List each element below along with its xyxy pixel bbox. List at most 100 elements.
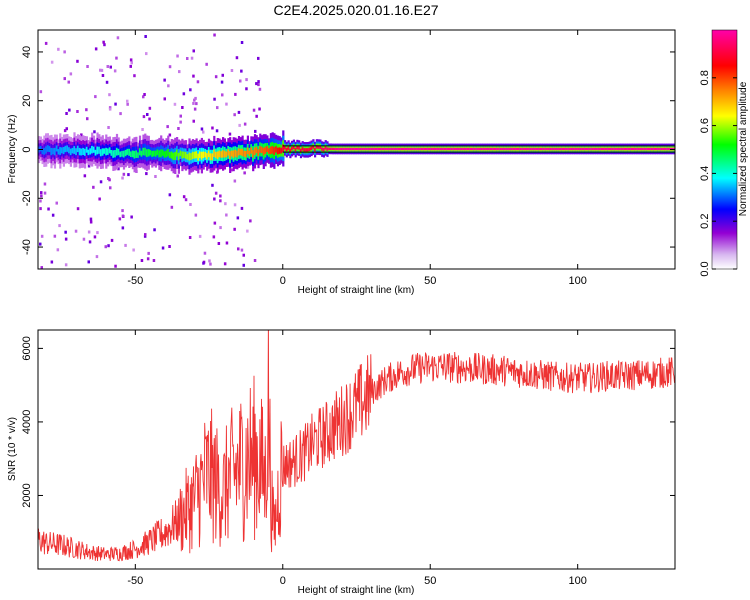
- spectrogram-cell: [202, 151, 205, 158]
- figure-title: C2E4.2025.020.01.16.E27: [273, 2, 438, 18]
- spectrogram-speckle: [122, 172, 126, 176]
- spectrogram-cell: [345, 147, 349, 151]
- colorbar-tick-label: 0.8: [699, 70, 711, 85]
- spectrogram-speckle: [142, 95, 145, 99]
- spectrogram-cell: [579, 147, 582, 151]
- spectrogram-speckle: [255, 114, 258, 118]
- spectrogram-cell: [563, 147, 566, 151]
- spectrogram-cell: [133, 150, 136, 159]
- spectrogram-cell: [144, 147, 147, 156]
- spectrogram-cell: [252, 150, 255, 158]
- spectrogram-cell: [282, 144, 285, 153]
- spectrogram-cell: [206, 153, 209, 160]
- spectrogram-cell: [149, 149, 152, 156]
- spectrogram-cell: [430, 147, 433, 151]
- spectrogram-cell: [356, 147, 359, 151]
- spectrogram-cell: [598, 147, 602, 151]
- spectrogram-cell: [190, 153, 193, 161]
- spectrogram-cell: [151, 150, 154, 157]
- spectrogram-cell: [278, 147, 281, 154]
- spectrogram-speckle: [143, 93, 146, 96]
- spectrogram-cell: [174, 151, 177, 160]
- spectrogram-cell: [591, 147, 594, 151]
- spectrogram-cell: [195, 151, 198, 159]
- spectrogram-cell: [441, 147, 444, 151]
- spectrogram-cell: [207, 150, 211, 158]
- spectrogram-cell: [420, 147, 423, 151]
- spectrogram-cell: [413, 147, 416, 151]
- spectrogram-speckle: [129, 58, 133, 62]
- spectrogram-cell: [491, 147, 494, 151]
- spectrogram-cell: [630, 147, 633, 151]
- spectrogram-cell: [349, 147, 352, 151]
- spectrogram-cell: [312, 145, 315, 149]
- y-tick-label: 6000: [21, 336, 33, 360]
- spectrogram-speckle: [113, 69, 117, 73]
- spectrogram-cell: [574, 147, 577, 151]
- spectrogram-speckle: [163, 97, 166, 101]
- spectrogram-cell: [142, 147, 145, 156]
- spectrogram-cell: [537, 147, 540, 151]
- spectrogram-cell: [460, 147, 464, 151]
- spectrogram-cell: [370, 147, 373, 151]
- spectrogram-speckle: [148, 106, 152, 110]
- spectrogram-speckle: [108, 93, 111, 97]
- spectrogram-speckle: [110, 238, 114, 242]
- spectrogram-cell: [213, 149, 216, 157]
- spectrogram-speckle: [64, 263, 68, 267]
- spectrogram-cell: [296, 145, 299, 150]
- spectrogram-speckle: [65, 127, 68, 131]
- spectrogram-cell: [604, 147, 607, 151]
- spectrogram-speckle: [168, 65, 172, 69]
- spectrogram-cell: [510, 147, 513, 151]
- spectrogram-cell: [418, 147, 421, 151]
- spectrogram-speckle: [223, 262, 227, 266]
- spectrogram-speckle: [43, 182, 47, 186]
- spectrogram-speckle: [133, 74, 136, 78]
- spectrogram-cell: [646, 147, 649, 151]
- spectrogram-speckle: [40, 194, 43, 198]
- spectrogram-cell: [457, 147, 460, 151]
- spectrogram-speckle: [109, 186, 112, 190]
- spectrogram-cell: [126, 148, 129, 155]
- spectrogram-cell: [310, 146, 313, 150]
- spectrogram-cell: [443, 147, 446, 151]
- spectrogram-panel: -50 0 50 100 -40 -20 0 20 40 Height of straight…: [7, 29, 676, 296]
- spectrogram-cell: [436, 147, 439, 151]
- spectrogram-cell: [101, 148, 104, 156]
- spectrogram-cell: [625, 147, 628, 151]
- colorbar-tick-label: 0.0: [699, 261, 711, 276]
- spectrogram-cell: [138, 148, 142, 156]
- spectrogram-speckle: [230, 168, 234, 172]
- spectrogram-cell: [637, 147, 640, 151]
- spectrogram-cell: [285, 147, 288, 152]
- spectrogram-cell: [167, 148, 170, 157]
- spectrogram-speckle: [55, 201, 58, 205]
- spectrogram-cell: [565, 147, 568, 151]
- spectrogram-cell: [639, 147, 642, 151]
- spectrogram-speckle: [233, 227, 236, 231]
- spectrogram-speckle: [225, 241, 229, 245]
- spectrogram-speckle: [233, 113, 236, 117]
- spectrogram-cell: [492, 147, 495, 151]
- spectrogram-cell: [529, 147, 533, 151]
- spectrogram-cell: [232, 150, 235, 158]
- spectrogram-cell: [515, 147, 518, 151]
- spectrogram-speckle: [99, 68, 102, 72]
- spectrogram-cell: [269, 146, 272, 155]
- spectrogram-cell: [275, 146, 278, 153]
- spectrogram-cell: [115, 147, 119, 156]
- spectrogram-cell: [561, 147, 564, 151]
- spectrogram-speckle: [237, 247, 240, 251]
- spectrogram-cell: [105, 147, 108, 156]
- spectrogram-speckle: [145, 172, 148, 176]
- spectrogram-speckle: [121, 209, 124, 213]
- y-tick-label: 4000: [21, 410, 33, 434]
- spectrogram-cell: [112, 150, 115, 158]
- spectrogram-cell: [432, 147, 435, 151]
- spectrogram-cell: [305, 148, 308, 152]
- spectrogram-cell: [259, 145, 262, 153]
- spectrogram-cell: [234, 149, 237, 157]
- spectrogram-cell: [220, 151, 223, 158]
- spectrogram-speckle: [209, 262, 212, 266]
